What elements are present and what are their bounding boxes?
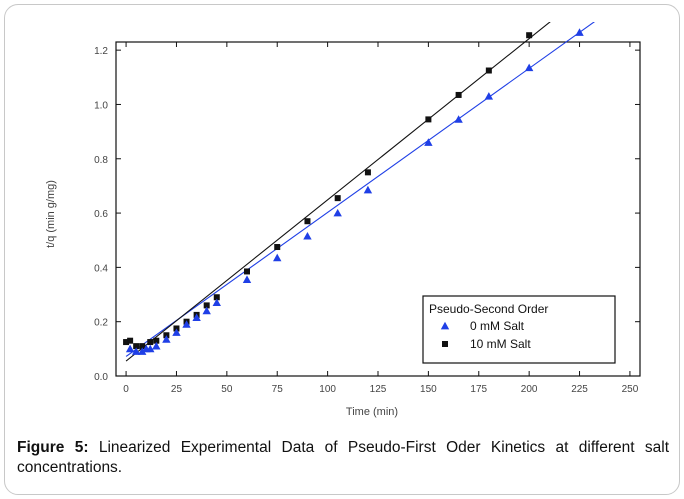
data-markers: [123, 28, 584, 355]
triangle-point: [212, 298, 221, 307]
x-tick-label: 225: [571, 384, 588, 395]
triangle-point: [125, 344, 135, 353]
y-tick-label: 0.6: [94, 209, 108, 220]
legend-items: 0 mM Salt 10 mM Salt: [440, 319, 531, 351]
triangle-point: [524, 63, 534, 72]
x-tick-label: 175: [470, 384, 487, 395]
y-tick-label: 0.8: [94, 155, 108, 166]
x-tick-label: 50: [221, 384, 233, 395]
x-tick-label: 150: [420, 384, 437, 395]
legend-label-2: 10 mM Salt: [470, 337, 531, 351]
triangle-point: [575, 28, 584, 36]
legend-marker-1: [440, 321, 450, 330]
axis-ticks: [116, 42, 640, 377]
triangle-point: [182, 320, 191, 328]
x-axis-label: Time (min): [346, 406, 398, 418]
legend-box: [422, 295, 616, 364]
square-point: [304, 218, 311, 225]
y-tick-label: 0.0: [94, 372, 108, 383]
y-tick-label: 0.2: [94, 318, 108, 329]
triangle-point: [172, 328, 181, 336]
y-tick-label: 1.0: [94, 100, 108, 111]
square-point: [127, 337, 134, 344]
figure-caption: Figure 5: Linearized Experimental Data o…: [17, 438, 669, 478]
triangle-point: [202, 306, 211, 315]
x-tick-label: 250: [622, 384, 639, 395]
square-point: [244, 268, 250, 275]
triangle-point: [242, 275, 252, 283]
triangle-point: [152, 341, 161, 350]
square-point: [274, 244, 281, 251]
legend-marker-2: [442, 341, 448, 347]
y-tick-label: 0.4: [94, 263, 108, 274]
x-tick-label: 100: [319, 384, 336, 395]
x-tick-label: 200: [521, 384, 538, 395]
square-point: [425, 116, 432, 123]
square-point: [526, 32, 533, 39]
triangle-point: [424, 138, 433, 146]
square-point: [203, 302, 210, 309]
square-point: [364, 169, 371, 176]
triangle-point: [146, 344, 155, 353]
fit-line-2: [125, 22, 551, 362]
chart: 0 25 50 75 100 125 150 175 200 225 250 0.0 0.2 0.4 0.6…: [45, 22, 641, 418]
x-tick-label: 0: [123, 384, 129, 395]
triangle-point: [303, 231, 312, 240]
triangle-point: [454, 115, 463, 123]
caption-text: Linearized Experimental Data of Pseudo-F…: [17, 439, 670, 476]
x-tick-label: 125: [370, 384, 387, 395]
square-point: [139, 343, 146, 350]
triangle-point: [131, 347, 141, 355]
triangle-point: [363, 185, 373, 194]
square-point: [213, 294, 220, 301]
figure-frame: [4, 4, 680, 495]
y-tick-label: 1.2: [94, 46, 108, 57]
legend-label-1: 0 mM Salt: [470, 319, 525, 333]
triangle-point: [192, 313, 201, 321]
square-point: [485, 67, 492, 74]
x-tick-label: 25: [171, 384, 183, 395]
y-axis-label: t/q (min g/mg): [45, 180, 57, 248]
triangle-point: [162, 335, 171, 343]
square-point: [123, 339, 130, 346]
triangle-point: [333, 208, 342, 217]
square-point: [153, 337, 160, 344]
triangle-point: [484, 92, 494, 100]
triangle-point: [138, 347, 147, 355]
triangle-point: [273, 253, 282, 262]
square-point: [455, 91, 462, 98]
legend: Pseudo-Second Order 0 mM Salt 10 mM Salt: [422, 295, 616, 364]
square-point: [147, 339, 154, 346]
x-tick-label: 75: [272, 384, 284, 395]
square-point: [334, 195, 341, 202]
axis-tick-labels: 0 25 50 75 100 125 150 175 200 225 250 0.0 0.2 0.4 0.6…: [94, 46, 639, 395]
legend-title: Pseudo-Second Order: [429, 302, 548, 316]
square-point: [133, 343, 140, 350]
caption-label: Figure 5:: [17, 439, 89, 456]
